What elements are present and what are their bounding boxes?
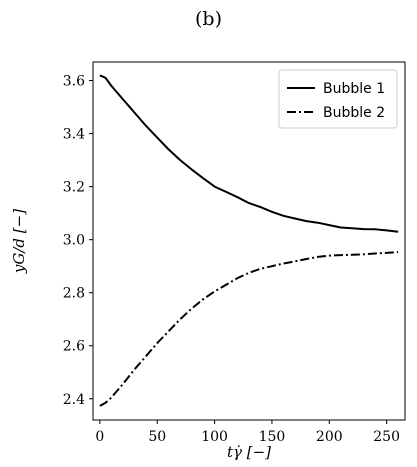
x-tick-label: 100 (201, 429, 228, 445)
y-tick-label: 2.4 (63, 392, 85, 408)
x-tick-label: 0 (95, 429, 104, 445)
y-tick-label: 2.8 (63, 286, 85, 302)
panel-label: (b) (195, 8, 222, 30)
x-tick-label: 200 (316, 429, 343, 445)
series-line-1 (99, 74, 399, 233)
x-tick-label: 250 (373, 429, 400, 445)
y-axis-label: yG/d [−] (10, 209, 28, 274)
series-line-2 (99, 251, 399, 407)
x-axis-label: tγ̇ [−] (227, 443, 271, 461)
y-tick-label: 3.0 (63, 233, 85, 249)
plot-frame (92, 61, 406, 421)
x-tick-label: 50 (148, 429, 166, 445)
y-tick-label: 2.6 (63, 339, 85, 355)
y-tick-label: 3.2 (63, 180, 85, 196)
y-tick-label: 3.6 (63, 74, 85, 90)
legend-box (278, 69, 398, 129)
legend-label-1: Bubble 1 (323, 81, 385, 97)
x-tick-label: 150 (259, 429, 286, 445)
legend-label-2: Bubble 2 (323, 105, 385, 121)
y-tick-label: 3.4 (63, 127, 85, 143)
